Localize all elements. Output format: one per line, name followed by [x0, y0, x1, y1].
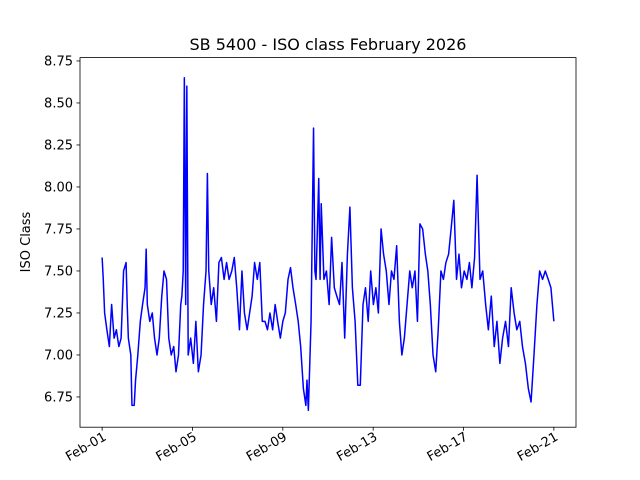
y-tick-label: 8.50 [44, 96, 73, 111]
x-tick-label: Feb-21 [515, 430, 561, 465]
y-tick-label: 6.75 [44, 390, 73, 405]
x-tick-label: Feb-01 [63, 430, 109, 465]
y-tick-label: 7.75 [44, 222, 73, 237]
plot-frame [79, 57, 577, 428]
y-tick-label: 7.25 [44, 306, 73, 321]
y-axis-label: ISO Class [19, 211, 34, 272]
y-tick-label: 7.50 [44, 264, 73, 279]
x-tick-label: Feb-17 [425, 430, 471, 465]
x-tick-label: Feb-05 [154, 430, 200, 465]
x-tick-label: Feb-13 [334, 430, 380, 465]
y-tick-label: 8.75 [44, 54, 73, 69]
data-line [101, 77, 555, 412]
y-tick-label: 8.00 [44, 180, 73, 195]
y-tick-label: 8.25 [44, 138, 73, 153]
y-tick-label: 7.00 [44, 348, 73, 363]
chart-title: SB 5400 - ISO class February 2026 [190, 35, 467, 54]
x-tick-label: Feb-09 [244, 430, 290, 465]
